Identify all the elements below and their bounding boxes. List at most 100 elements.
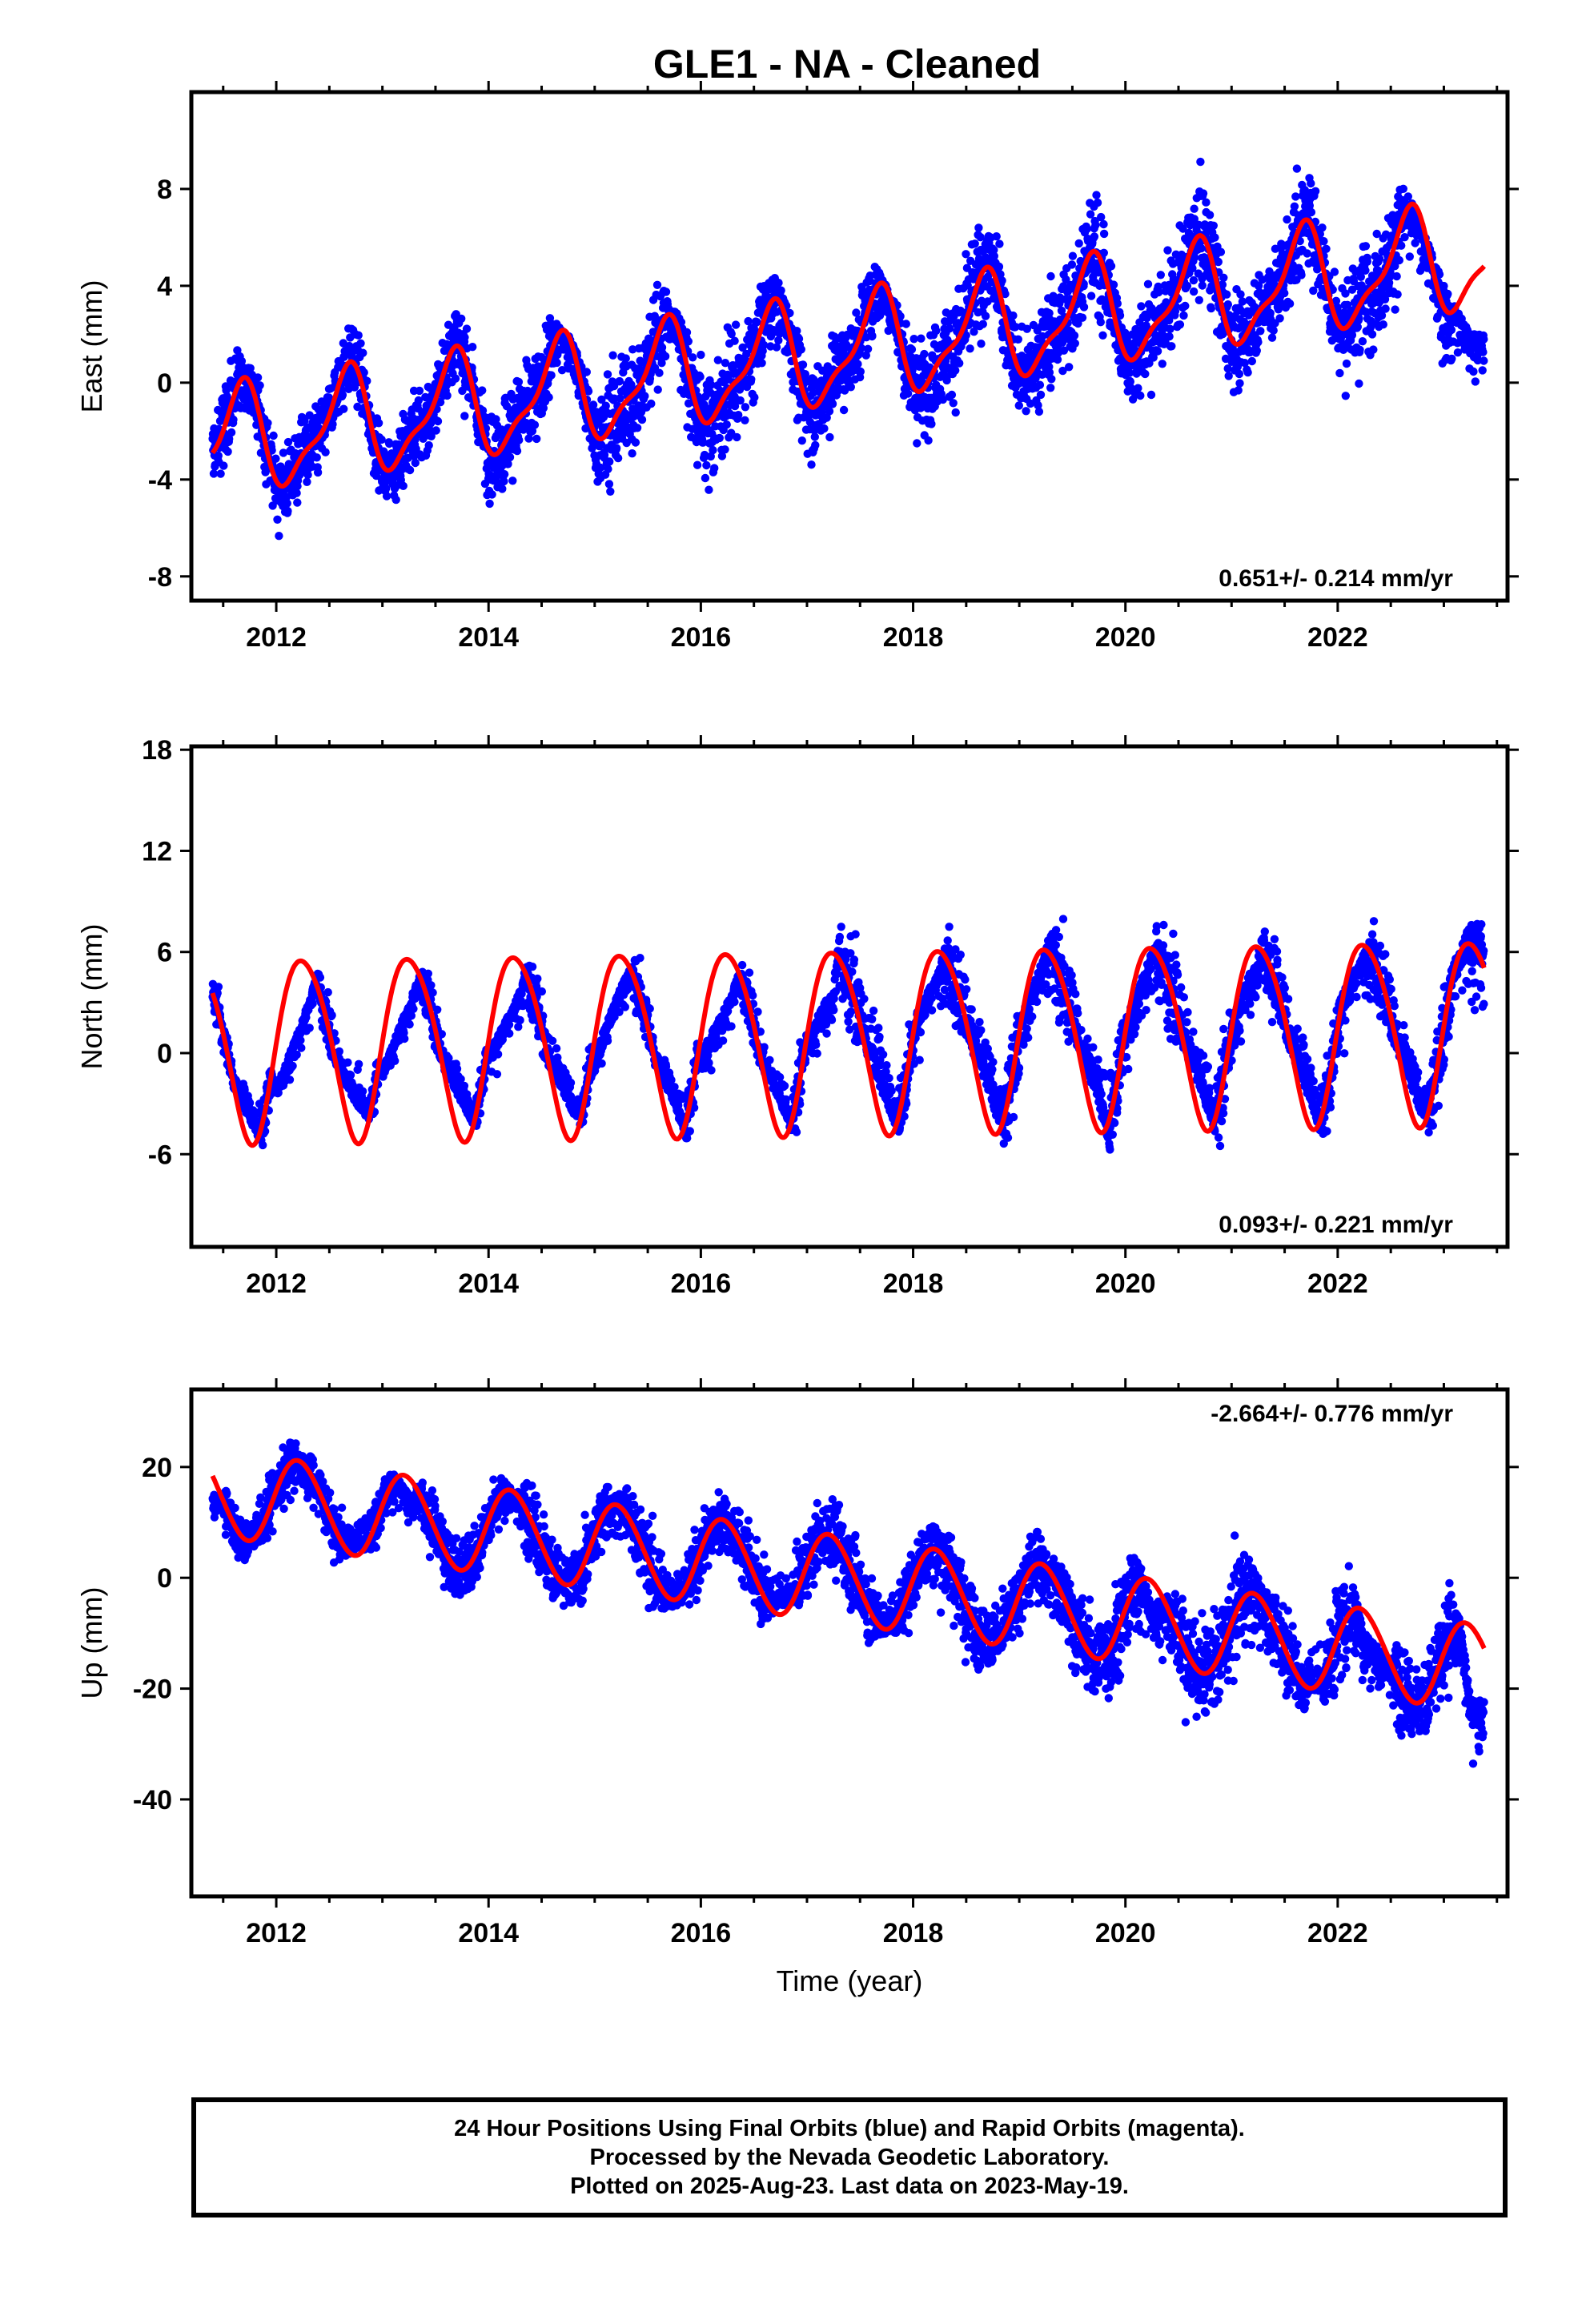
north-point bbox=[305, 1023, 314, 1032]
east-point bbox=[927, 420, 936, 428]
east-point bbox=[917, 334, 926, 343]
east-point bbox=[1156, 271, 1166, 279]
east-point bbox=[1335, 368, 1344, 378]
east-point bbox=[1143, 279, 1153, 288]
east-point bbox=[713, 356, 722, 364]
east-point bbox=[717, 452, 727, 460]
east-point bbox=[731, 320, 741, 329]
east-point bbox=[305, 411, 314, 420]
east-point bbox=[942, 376, 951, 385]
east-point bbox=[619, 368, 628, 377]
east-point bbox=[907, 345, 917, 354]
east-point bbox=[747, 375, 756, 384]
east-point bbox=[1207, 304, 1216, 313]
east-point bbox=[721, 359, 730, 368]
east-point bbox=[1216, 247, 1226, 256]
east-point bbox=[601, 401, 610, 410]
east-point bbox=[1197, 243, 1206, 253]
east-point bbox=[974, 223, 983, 232]
east-point bbox=[861, 351, 871, 360]
east-point bbox=[597, 395, 606, 404]
east-point bbox=[1153, 347, 1162, 356]
east-point bbox=[1211, 233, 1219, 242]
east-point bbox=[1055, 299, 1064, 308]
east-point bbox=[913, 439, 921, 448]
east-point bbox=[920, 349, 929, 359]
east-point bbox=[696, 372, 705, 381]
east-point bbox=[1070, 339, 1080, 348]
east-point bbox=[1086, 292, 1096, 300]
east-point bbox=[271, 454, 280, 463]
east-point bbox=[603, 370, 612, 379]
east-point bbox=[1046, 384, 1055, 392]
east-point bbox=[1361, 266, 1370, 275]
east-point bbox=[377, 435, 386, 444]
east-point bbox=[414, 396, 423, 405]
east-point bbox=[909, 335, 918, 344]
east-point bbox=[615, 376, 624, 386]
east-ytick-label: -4 bbox=[148, 465, 172, 496]
east-point bbox=[1014, 401, 1024, 410]
east-point bbox=[785, 308, 794, 318]
north-point bbox=[292, 1050, 301, 1059]
east-point bbox=[292, 489, 301, 497]
north-point bbox=[354, 1059, 363, 1069]
east-point bbox=[1391, 305, 1399, 314]
east-point bbox=[744, 316, 753, 326]
east-point bbox=[485, 499, 494, 509]
east-point bbox=[1223, 300, 1233, 309]
east-point bbox=[1065, 363, 1074, 372]
east-point bbox=[279, 448, 288, 457]
east-point bbox=[1167, 342, 1176, 351]
east-point bbox=[1403, 192, 1413, 201]
east-data-points bbox=[208, 157, 1488, 541]
east-point bbox=[1034, 400, 1042, 410]
east-point bbox=[415, 386, 424, 396]
north-point bbox=[259, 1140, 267, 1150]
north-point bbox=[297, 1043, 306, 1052]
east-point bbox=[462, 324, 472, 333]
east-point bbox=[604, 480, 614, 489]
east-point bbox=[924, 436, 933, 445]
east-point bbox=[1347, 331, 1357, 340]
east-point bbox=[359, 368, 368, 377]
east-point bbox=[797, 436, 806, 445]
east-point bbox=[774, 279, 783, 287]
east-point bbox=[1311, 187, 1320, 195]
east-point bbox=[1479, 348, 1488, 356]
east-point bbox=[300, 416, 309, 425]
east-point bbox=[1478, 366, 1487, 375]
east-point bbox=[1355, 379, 1363, 388]
east-point bbox=[798, 360, 808, 369]
east-point bbox=[269, 431, 278, 440]
east-point bbox=[750, 393, 759, 402]
east-point bbox=[1053, 355, 1062, 364]
east-point bbox=[1303, 249, 1311, 258]
north-point bbox=[285, 1076, 295, 1084]
east-point bbox=[631, 438, 640, 447]
east-point bbox=[293, 498, 302, 507]
east-point bbox=[697, 350, 705, 360]
east-point bbox=[1205, 211, 1215, 219]
east-point bbox=[1252, 346, 1262, 356]
east-point bbox=[492, 415, 500, 424]
east-point bbox=[391, 495, 400, 505]
east-point bbox=[505, 452, 515, 462]
east-point bbox=[588, 400, 598, 409]
east-point bbox=[606, 487, 615, 496]
east-point bbox=[1198, 281, 1207, 290]
east-point bbox=[1381, 304, 1390, 313]
east-point bbox=[1292, 164, 1302, 173]
east-point bbox=[807, 460, 816, 469]
east-point bbox=[825, 407, 834, 416]
east-point bbox=[1062, 275, 1070, 284]
east-point bbox=[1190, 204, 1199, 213]
east-point bbox=[1209, 221, 1219, 230]
east-point bbox=[994, 262, 1004, 271]
east-point bbox=[1106, 262, 1116, 271]
east-point bbox=[1034, 407, 1044, 416]
east-point bbox=[753, 318, 761, 327]
east-point bbox=[1307, 207, 1316, 217]
